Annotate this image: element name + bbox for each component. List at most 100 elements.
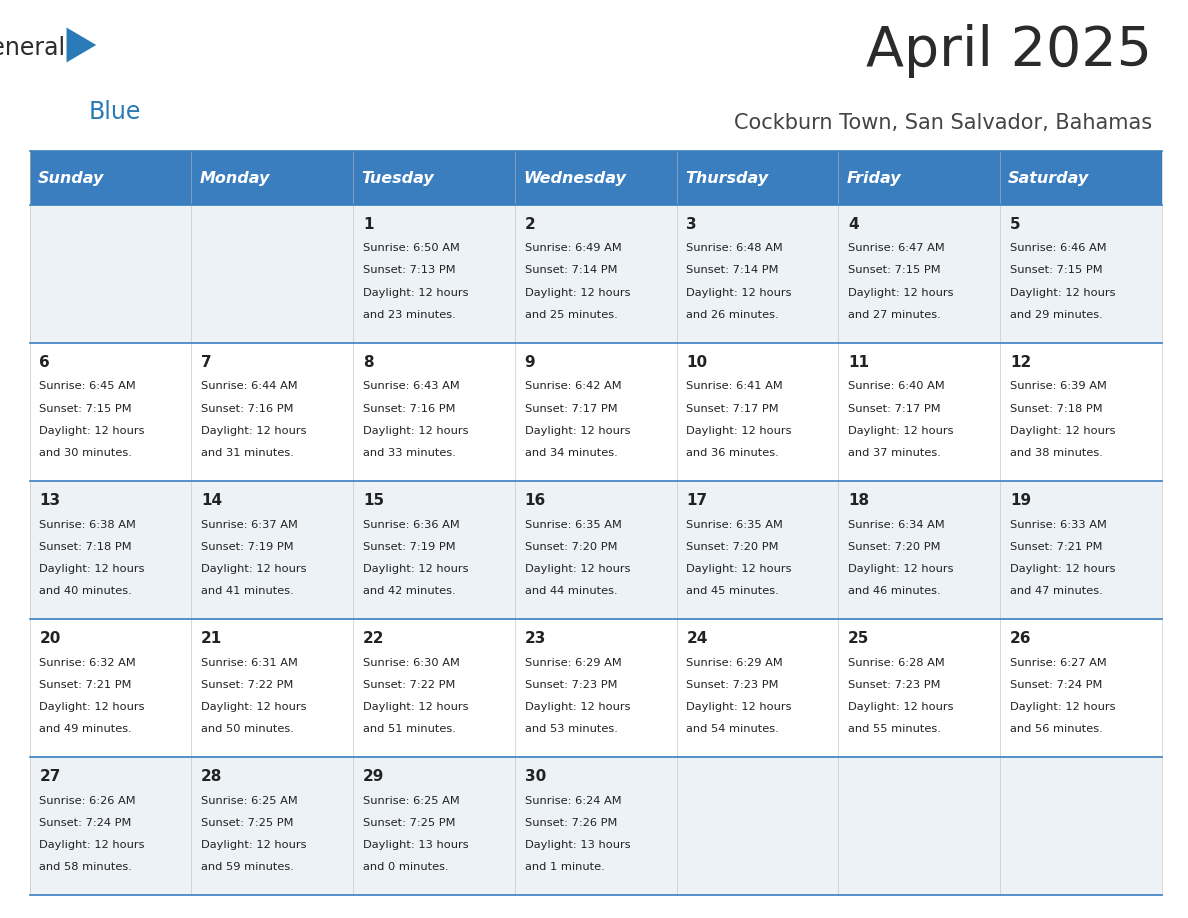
Text: Sunset: 7:17 PM: Sunset: 7:17 PM bbox=[525, 404, 618, 413]
Text: and 56 minutes.: and 56 minutes. bbox=[1010, 724, 1102, 733]
Text: and 0 minutes.: and 0 minutes. bbox=[362, 862, 449, 872]
Text: Sunrise: 6:36 AM: Sunrise: 6:36 AM bbox=[362, 520, 460, 530]
Text: Sunset: 7:20 PM: Sunset: 7:20 PM bbox=[687, 542, 779, 552]
Text: 6: 6 bbox=[39, 355, 50, 370]
Text: Blue: Blue bbox=[89, 100, 141, 124]
Text: and 36 minutes.: and 36 minutes. bbox=[687, 448, 779, 458]
Text: Sunrise: 6:25 AM: Sunrise: 6:25 AM bbox=[201, 796, 298, 806]
Text: Daylight: 13 hours: Daylight: 13 hours bbox=[525, 840, 631, 850]
Text: Sunset: 7:16 PM: Sunset: 7:16 PM bbox=[362, 404, 455, 413]
Text: and 46 minutes.: and 46 minutes. bbox=[848, 586, 941, 596]
Text: Daylight: 12 hours: Daylight: 12 hours bbox=[201, 840, 307, 850]
Text: and 47 minutes.: and 47 minutes. bbox=[1010, 586, 1102, 596]
Text: 24: 24 bbox=[687, 632, 708, 646]
Text: Daylight: 12 hours: Daylight: 12 hours bbox=[525, 426, 630, 436]
Text: Sunset: 7:19 PM: Sunset: 7:19 PM bbox=[362, 542, 455, 552]
Text: Sunset: 7:13 PM: Sunset: 7:13 PM bbox=[362, 265, 455, 275]
Polygon shape bbox=[67, 28, 96, 62]
Text: Sunset: 7:23 PM: Sunset: 7:23 PM bbox=[687, 679, 779, 689]
Text: Sunset: 7:15 PM: Sunset: 7:15 PM bbox=[39, 404, 132, 413]
Text: Monday: Monday bbox=[200, 171, 270, 185]
Text: and 59 minutes.: and 59 minutes. bbox=[201, 862, 293, 872]
Text: 5: 5 bbox=[1010, 218, 1020, 232]
Text: 26: 26 bbox=[1010, 632, 1031, 646]
Text: and 49 minutes.: and 49 minutes. bbox=[39, 724, 132, 733]
Text: April 2025: April 2025 bbox=[866, 24, 1152, 78]
Text: Sunrise: 6:50 AM: Sunrise: 6:50 AM bbox=[362, 243, 460, 253]
Text: Sunset: 7:21 PM: Sunset: 7:21 PM bbox=[1010, 542, 1102, 552]
Text: and 45 minutes.: and 45 minutes. bbox=[687, 586, 779, 596]
Text: Daylight: 12 hours: Daylight: 12 hours bbox=[848, 426, 954, 436]
Text: and 26 minutes.: and 26 minutes. bbox=[687, 309, 779, 319]
Text: Sunset: 7:17 PM: Sunset: 7:17 PM bbox=[687, 404, 779, 413]
Text: and 41 minutes.: and 41 minutes. bbox=[201, 586, 293, 596]
Text: 11: 11 bbox=[848, 355, 870, 370]
Text: Daylight: 13 hours: Daylight: 13 hours bbox=[362, 840, 468, 850]
Text: and 33 minutes.: and 33 minutes. bbox=[362, 448, 456, 458]
Text: Sunset: 7:16 PM: Sunset: 7:16 PM bbox=[201, 404, 293, 413]
Text: Daylight: 12 hours: Daylight: 12 hours bbox=[201, 701, 307, 711]
Text: Daylight: 12 hours: Daylight: 12 hours bbox=[1010, 426, 1116, 436]
Text: Sunrise: 6:30 AM: Sunrise: 6:30 AM bbox=[362, 657, 460, 667]
Text: Daylight: 12 hours: Daylight: 12 hours bbox=[362, 564, 468, 574]
Text: Daylight: 12 hours: Daylight: 12 hours bbox=[1010, 564, 1116, 574]
Text: 15: 15 bbox=[362, 493, 384, 509]
Text: Wednesday: Wednesday bbox=[523, 171, 626, 185]
Text: Sunrise: 6:40 AM: Sunrise: 6:40 AM bbox=[848, 382, 944, 391]
Text: Sunset: 7:23 PM: Sunset: 7:23 PM bbox=[848, 679, 941, 689]
Text: Sunset: 7:22 PM: Sunset: 7:22 PM bbox=[201, 679, 293, 689]
Text: and 42 minutes.: and 42 minutes. bbox=[362, 586, 455, 596]
Text: 27: 27 bbox=[39, 769, 61, 784]
Text: Sunrise: 6:35 AM: Sunrise: 6:35 AM bbox=[525, 520, 621, 530]
Text: Daylight: 12 hours: Daylight: 12 hours bbox=[525, 287, 630, 297]
Text: and 25 minutes.: and 25 minutes. bbox=[525, 309, 618, 319]
Text: Daylight: 12 hours: Daylight: 12 hours bbox=[848, 564, 954, 574]
Bar bbox=[30, 342, 1162, 481]
Text: Sunrise: 6:29 AM: Sunrise: 6:29 AM bbox=[525, 657, 621, 667]
Text: General: General bbox=[0, 36, 65, 60]
Bar bbox=[30, 151, 1162, 205]
Text: 21: 21 bbox=[201, 632, 222, 646]
Text: Sunrise: 6:25 AM: Sunrise: 6:25 AM bbox=[362, 796, 460, 806]
Text: 1: 1 bbox=[362, 218, 373, 232]
Text: Thursday: Thursday bbox=[684, 171, 767, 185]
Text: and 29 minutes.: and 29 minutes. bbox=[1010, 309, 1102, 319]
Text: 28: 28 bbox=[201, 769, 222, 784]
Text: 7: 7 bbox=[201, 355, 211, 370]
Text: Sunset: 7:24 PM: Sunset: 7:24 PM bbox=[1010, 679, 1102, 689]
Text: Daylight: 12 hours: Daylight: 12 hours bbox=[362, 426, 468, 436]
Text: 8: 8 bbox=[362, 355, 373, 370]
Text: and 30 minutes.: and 30 minutes. bbox=[39, 448, 132, 458]
Text: Sunrise: 6:38 AM: Sunrise: 6:38 AM bbox=[39, 520, 137, 530]
Text: Tuesday: Tuesday bbox=[361, 171, 434, 185]
Text: Sunrise: 6:28 AM: Sunrise: 6:28 AM bbox=[848, 657, 944, 667]
Text: Daylight: 12 hours: Daylight: 12 hours bbox=[362, 701, 468, 711]
Text: Sunrise: 6:41 AM: Sunrise: 6:41 AM bbox=[687, 382, 783, 391]
Text: and 31 minutes.: and 31 minutes. bbox=[201, 448, 293, 458]
Text: and 54 minutes.: and 54 minutes. bbox=[687, 724, 779, 733]
Text: Daylight: 12 hours: Daylight: 12 hours bbox=[201, 426, 307, 436]
Text: 12: 12 bbox=[1010, 355, 1031, 370]
Text: 9: 9 bbox=[525, 355, 536, 370]
Text: and 55 minutes.: and 55 minutes. bbox=[848, 724, 941, 733]
Text: Daylight: 12 hours: Daylight: 12 hours bbox=[525, 564, 630, 574]
Text: and 58 minutes.: and 58 minutes. bbox=[39, 862, 132, 872]
Text: Sunset: 7:25 PM: Sunset: 7:25 PM bbox=[362, 818, 455, 828]
Text: 19: 19 bbox=[1010, 493, 1031, 509]
Text: Cockburn Town, San Salvador, Bahamas: Cockburn Town, San Salvador, Bahamas bbox=[734, 113, 1152, 133]
Text: Sunrise: 6:39 AM: Sunrise: 6:39 AM bbox=[1010, 382, 1107, 391]
Text: and 34 minutes.: and 34 minutes. bbox=[525, 448, 618, 458]
Text: Sunrise: 6:32 AM: Sunrise: 6:32 AM bbox=[39, 657, 137, 667]
Text: Daylight: 12 hours: Daylight: 12 hours bbox=[39, 840, 145, 850]
Text: 4: 4 bbox=[848, 218, 859, 232]
Text: Sunrise: 6:45 AM: Sunrise: 6:45 AM bbox=[39, 382, 137, 391]
Text: and 1 minute.: and 1 minute. bbox=[525, 862, 605, 872]
Text: Daylight: 12 hours: Daylight: 12 hours bbox=[39, 564, 145, 574]
Text: 10: 10 bbox=[687, 355, 708, 370]
Text: 16: 16 bbox=[525, 493, 545, 509]
Text: Daylight: 12 hours: Daylight: 12 hours bbox=[1010, 701, 1116, 711]
Text: Sunday: Sunday bbox=[38, 171, 105, 185]
Text: Sunrise: 6:49 AM: Sunrise: 6:49 AM bbox=[525, 243, 621, 253]
Text: Sunset: 7:25 PM: Sunset: 7:25 PM bbox=[201, 818, 293, 828]
Text: Sunset: 7:15 PM: Sunset: 7:15 PM bbox=[1010, 265, 1102, 275]
